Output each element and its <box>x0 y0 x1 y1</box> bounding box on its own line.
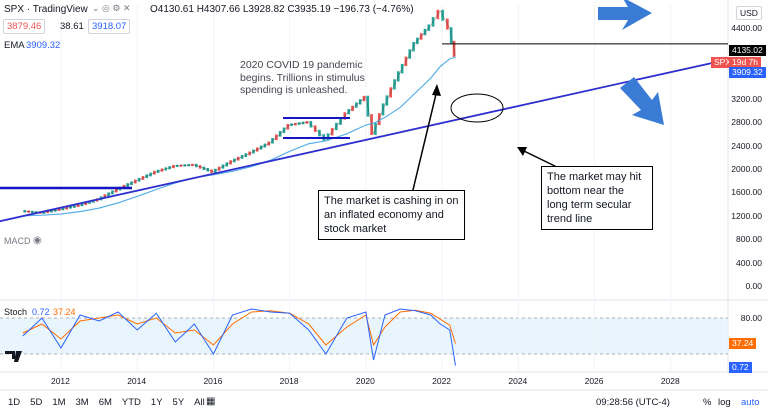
range-buttons: 1D 5D 1M 3M 6M YTD 1Y 5Y All <box>8 397 205 408</box>
x-tick: 2016 <box>203 376 223 386</box>
auto-toggle[interactable]: auto <box>741 397 760 408</box>
date-range-icon[interactable]: ▦ <box>206 396 216 407</box>
header-icons[interactable]: ⌄ ◎ ⚙ ✕ <box>92 3 131 13</box>
ema-label[interactable]: EMA <box>4 40 25 51</box>
stoch-tag-k: 0.72 <box>729 362 752 373</box>
spread-value: 38.61 <box>60 21 84 32</box>
covid-annotation[interactable]: 2020 COVID 19 pandemic begins. Trillions… <box>240 59 365 96</box>
stoch-d-value: 37.24 <box>53 307 76 317</box>
currency-select[interactable]: USD <box>736 6 762 20</box>
range-button-5d[interactable]: 5D <box>30 397 43 408</box>
stoch-tick-80: 80.00 <box>740 313 762 323</box>
stoch-k-line <box>22 308 456 366</box>
price-tick: 1600.00 <box>731 187 762 198</box>
secular-trend-line[interactable] <box>0 58 729 224</box>
range-button-all[interactable]: All <box>194 397 205 408</box>
x-tick: 2018 <box>279 376 299 386</box>
x-tick: 2014 <box>127 376 147 386</box>
x-tick: 2024 <box>508 376 528 386</box>
tradingview-logo <box>5 351 22 362</box>
x-tick: 2020 <box>355 376 375 386</box>
price-tick: 3200.00 <box>731 93 762 104</box>
arrow-bottom-head <box>517 147 527 156</box>
cashing-callout[interactable]: The market is cashing in on an inflated … <box>318 190 465 240</box>
price-tick: 400.00 <box>736 257 762 268</box>
stoch-d-line <box>22 309 456 347</box>
price-tag-spx: SPX <box>711 57 735 68</box>
stoch-band <box>0 318 728 354</box>
bottom-callout[interactable]: The market may hit bottom near the long … <box>541 166 653 230</box>
macd-label[interactable]: MACD <box>4 236 31 246</box>
x-tick: 2026 <box>584 376 604 386</box>
range-button-1d[interactable]: 1D <box>8 397 21 408</box>
range-button-ytd[interactable]: YTD <box>121 397 141 408</box>
x-tick: 2028 <box>660 376 680 386</box>
target-ellipse[interactable] <box>450 93 504 123</box>
price-tick: 1200.00 <box>731 210 762 221</box>
price-tick: 2000.00 <box>731 163 762 174</box>
arrow-cashing-head <box>432 84 441 96</box>
price-tick: 4400.00 <box>731 23 762 34</box>
stoch-tag-d: 37.24 <box>729 338 757 349</box>
price-tag-countdown: 19d 7h <box>729 57 761 68</box>
ask-price[interactable]: 3918.07 <box>88 19 131 34</box>
arrow-cashing <box>411 89 438 195</box>
arrow-down-right-icon <box>620 77 664 125</box>
range-button-1m[interactable]: 1M <box>52 397 66 408</box>
price-tick: 2800.00 <box>731 117 762 128</box>
symbol-title[interactable]: SPX · TradingView <box>4 4 88 15</box>
price-tick: 2400.00 <box>731 140 762 151</box>
percent-toggle[interactable]: % <box>703 397 712 408</box>
ohlc-values: O4130.61 H4307.66 L3928.82 C3935.19 −196… <box>150 4 414 15</box>
range-button-6m[interactable]: 6M <box>98 397 112 408</box>
price-tag-4135: 4135.02 <box>729 45 766 56</box>
range-button-5y[interactable]: 5Y <box>172 397 185 408</box>
arrow-right-icon <box>598 0 652 30</box>
x-tick: 2022 <box>432 376 452 386</box>
ema-value: 3909.32 <box>26 40 61 51</box>
log-toggle[interactable]: log <box>718 397 731 408</box>
x-tick: 2012 <box>50 376 70 386</box>
range-button-1y[interactable]: 1Y <box>150 397 163 408</box>
stoch-label[interactable]: Stoch <box>4 307 28 317</box>
price-tick: 0.00 <box>745 281 762 291</box>
price-tick: 800.00 <box>736 234 762 245</box>
stoch-k-value: 0.72 <box>32 307 50 317</box>
price-tag-ema: 3909.32 <box>729 67 766 78</box>
range-button-3m[interactable]: 3M <box>75 397 89 408</box>
spx-line <box>22 10 456 214</box>
eye-icon[interactable]: ◉ <box>33 235 42 246</box>
clock-readout[interactable]: 09:28:56 (UTC-4) <box>596 397 670 408</box>
bid-price[interactable]: 3879.46 <box>3 19 46 34</box>
